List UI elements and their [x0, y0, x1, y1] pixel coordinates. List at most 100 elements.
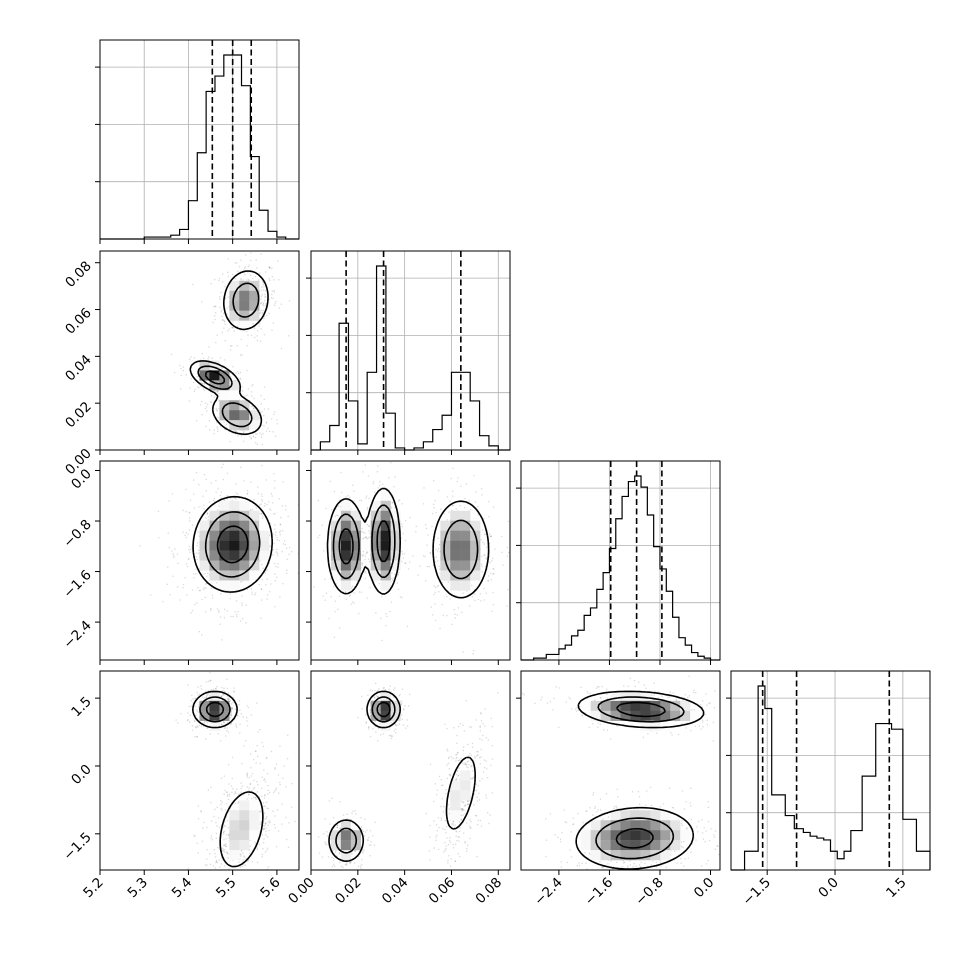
density-cell — [380, 720, 391, 731]
scatter-point — [254, 276, 257, 278]
scatter-point — [216, 861, 218, 864]
scatter-point — [368, 844, 371, 846]
scatter-point — [338, 595, 341, 597]
scatter-point — [228, 810, 230, 812]
scatter-point — [479, 738, 481, 740]
scatter-point — [221, 367, 223, 370]
density-cell — [440, 550, 451, 561]
scatter-point — [262, 281, 264, 283]
scatter-point — [361, 848, 363, 851]
scatter-point — [345, 863, 347, 865]
scatter-point — [254, 504, 256, 507]
scatter-point — [345, 598, 348, 600]
scatter-point — [235, 492, 238, 494]
density-cell — [229, 380, 240, 391]
scatter-point — [210, 395, 213, 397]
scatter-point — [251, 798, 253, 800]
density-cell — [460, 560, 471, 571]
scatter-point — [172, 575, 174, 577]
scatter-point — [228, 806, 230, 808]
scatter-point — [189, 721, 191, 723]
scatter-point — [274, 580, 276, 582]
scatter-point — [230, 714, 232, 716]
scatter-point — [215, 341, 217, 344]
scatter-point — [194, 736, 196, 738]
scatter-point — [260, 436, 263, 439]
density-cell — [209, 550, 220, 561]
panel-frame — [310, 670, 511, 871]
scatter-point — [259, 560, 261, 562]
scatter-point — [203, 725, 205, 727]
scatter-point — [259, 513, 261, 515]
scatter-point — [263, 317, 265, 320]
scatter-point — [260, 588, 263, 590]
scatter-point — [396, 582, 399, 584]
scatter-point — [369, 830, 372, 832]
scatter-point — [318, 852, 321, 854]
scatter-point — [367, 839, 369, 841]
scatter-point — [237, 493, 239, 496]
scatter-point — [264, 293, 266, 296]
scatter-point — [285, 505, 287, 507]
scatter-point — [268, 312, 270, 315]
density-cell — [380, 510, 391, 521]
scatter-point — [369, 704, 372, 706]
scatter-point — [250, 588, 253, 590]
scatter-point — [249, 753, 252, 755]
scatter-point — [391, 579, 394, 581]
scatter-point — [215, 688, 217, 690]
density-cell — [340, 830, 351, 841]
scatter-point — [198, 568, 200, 570]
scatter-point — [407, 725, 409, 727]
scatter-point — [485, 557, 487, 559]
scatter-point — [351, 601, 354, 603]
scatter-point — [348, 595, 351, 597]
scatter-point — [353, 602, 355, 604]
scatter-point — [274, 562, 276, 565]
scatter-point — [215, 312, 217, 314]
scatter-point — [436, 794, 438, 796]
density-cell — [229, 810, 240, 821]
scatter-point — [206, 512, 208, 514]
density-cell — [249, 300, 260, 311]
scatter-point — [268, 267, 270, 269]
scatter-point — [198, 483, 200, 486]
scatter-point — [219, 494, 221, 497]
density-cell — [239, 820, 250, 831]
scatter-point — [235, 372, 237, 374]
scatter-point — [273, 487, 276, 489]
scatter-point — [260, 493, 263, 495]
scatter-point — [369, 710, 371, 712]
scatter-point — [433, 800, 435, 802]
scatter-point — [270, 493, 273, 495]
scatter-point — [297, 572, 299, 574]
scatter-point — [258, 843, 261, 846]
scatter-point — [200, 385, 202, 388]
scatter-point — [447, 581, 449, 583]
scatter-point — [472, 770, 474, 772]
scatter-point — [242, 852, 244, 854]
scatter-point — [272, 431, 274, 433]
scatter-point — [273, 289, 275, 292]
scatter-point — [198, 711, 200, 713]
scatter-point — [221, 639, 223, 641]
scatter-point — [192, 381, 195, 384]
scatter-point — [255, 433, 257, 435]
scatter-point — [471, 584, 473, 587]
scatter-point — [267, 793, 269, 795]
scatter-point — [203, 508, 205, 510]
scatter-point — [246, 704, 248, 707]
scatter-point — [264, 794, 266, 796]
scatter-point — [348, 862, 351, 864]
scatter-point — [388, 477, 390, 479]
scatter-point — [267, 594, 269, 596]
scatter-point — [437, 547, 440, 550]
scatter-point — [248, 777, 250, 779]
scatter-point — [491, 610, 493, 612]
scatter-point — [394, 506, 396, 509]
scatter-point — [219, 298, 221, 300]
scatter-point — [218, 826, 221, 828]
scatter-point — [569, 698, 571, 700]
scatter-point — [221, 699, 223, 701]
scatter-point — [212, 499, 215, 502]
